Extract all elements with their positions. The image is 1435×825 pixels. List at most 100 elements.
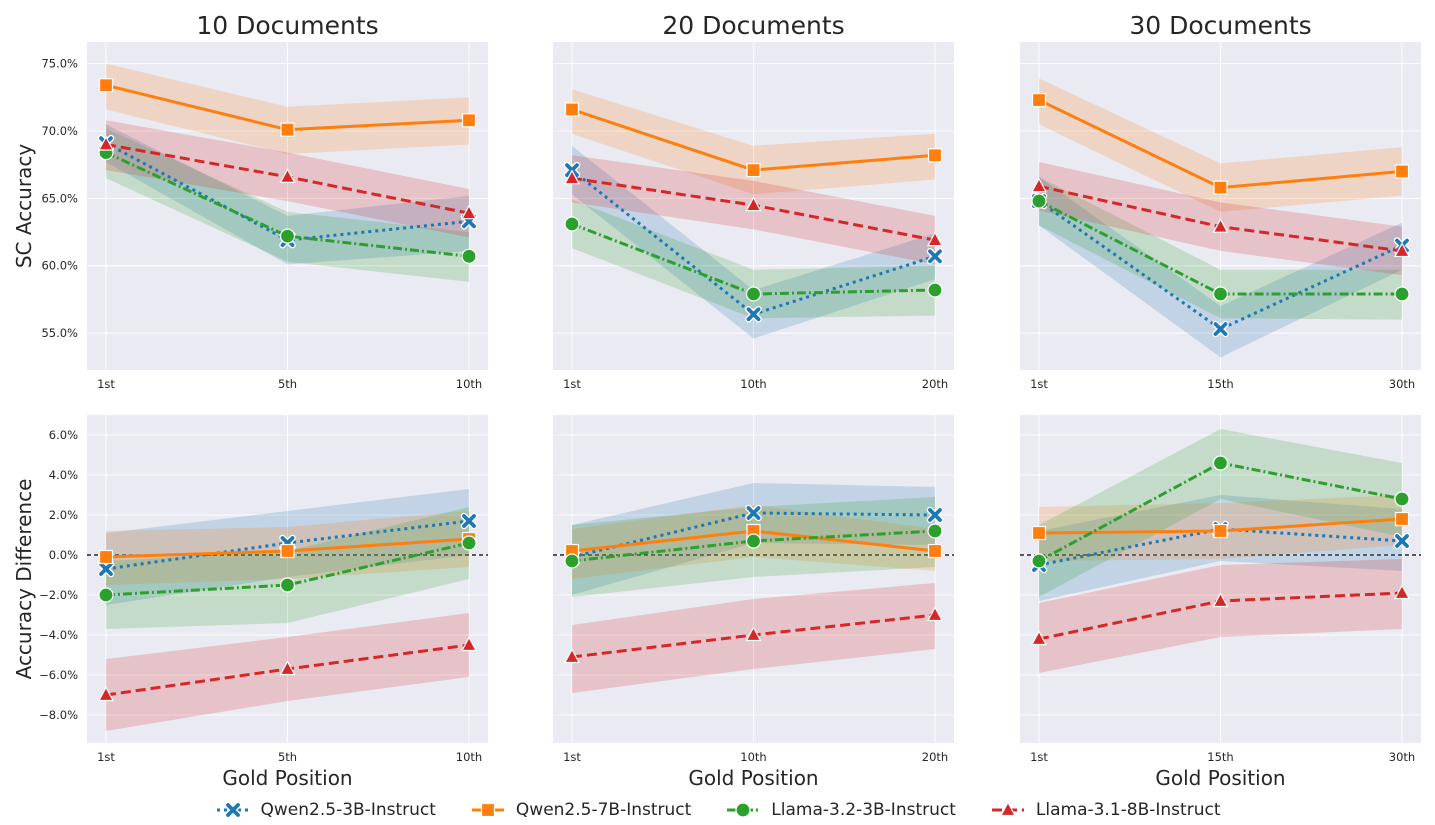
data-point-qwen2-5-7b bbox=[1213, 523, 1228, 539]
legend-item-llama-3-2-3b: Llama-3.2-3B-Instruct bbox=[725, 800, 956, 820]
legend-swatch-qwen2-5-3b bbox=[216, 801, 249, 819]
data-point-llama-3-1-8b bbox=[563, 648, 581, 664]
confidence-band-llama-3-2-3b bbox=[106, 128, 469, 282]
y-tick-label: 60.0% bbox=[41, 259, 78, 273]
data-point-llama-3-1-8b bbox=[926, 606, 944, 622]
y-tick-label: 4.0% bbox=[49, 468, 78, 482]
data-point-qwen2-5-3b bbox=[97, 560, 115, 578]
data-point-qwen2-5-7b bbox=[1031, 92, 1047, 108]
data-point-llama-3-1-8b bbox=[97, 135, 115, 151]
data-point-llama-3-1-8b bbox=[1030, 630, 1048, 646]
data-point-llama-3-2-3b bbox=[927, 282, 943, 298]
data-point-llama-3-2-3b bbox=[564, 216, 580, 232]
data-point-llama-3-2-3b bbox=[1212, 286, 1229, 302]
x-tick-label: 10th bbox=[740, 750, 766, 764]
y-tick-label: −6.0% bbox=[39, 668, 78, 682]
data-point-llama-3-2-3b bbox=[461, 248, 477, 264]
y-tick-label: 0.0% bbox=[49, 548, 78, 562]
panel-1-2-title: 20 Documents bbox=[662, 11, 844, 40]
data-point-qwen2-5-7b bbox=[1394, 511, 1410, 527]
data-point-llama-3-1-8b bbox=[460, 636, 478, 652]
data-point-qwen2-5-7b bbox=[564, 102, 580, 117]
panel-2-2-x-axis-label: Gold Position bbox=[688, 766, 818, 790]
y-tick-label: −8.0% bbox=[39, 708, 78, 722]
data-point-llama-3-1-8b bbox=[926, 231, 944, 247]
confidence-band-llama-3-2-3b bbox=[1039, 429, 1402, 597]
data-point-qwen2-5-7b bbox=[927, 543, 943, 559]
y-tick-label: 65.0% bbox=[41, 191, 78, 205]
x-tick-label: 1st bbox=[1030, 750, 1048, 764]
data-point-llama-3-1-8b bbox=[97, 686, 115, 702]
confidence-band-llama-3-2-3b bbox=[572, 199, 935, 319]
panel-2-2: 1st 10th 20th Gold Position bbox=[553, 415, 954, 790]
x-tick-label: 1st bbox=[563, 377, 581, 391]
x-tick-label: 5th bbox=[278, 377, 297, 391]
legend-swatch-llama-3-1-8b bbox=[991, 801, 1024, 817]
data-point-llama-3-1-8b bbox=[279, 660, 296, 676]
data-point-qwen2-5-3b bbox=[1393, 532, 1411, 550]
panel-1-1-title: 10 Documents bbox=[196, 11, 378, 40]
confidence-band-qwen2-5-7b bbox=[106, 63, 469, 154]
panel-1-3: 1st 15th 30th 30 Documents bbox=[1020, 11, 1421, 391]
data-point-llama-3-2-3b bbox=[745, 533, 762, 549]
panel-2-1-y-axis-label: Accuracy Difference bbox=[12, 479, 36, 680]
x-tick-label: 10th bbox=[740, 377, 766, 391]
data-point-qwen2-5-3b bbox=[745, 504, 762, 522]
data-point-llama-3-1-8b bbox=[1212, 217, 1229, 233]
x-tick-label: 20th bbox=[922, 377, 948, 391]
data-point-qwen2-5-7b bbox=[1031, 525, 1047, 541]
data-point-qwen2-5-7b bbox=[1213, 180, 1228, 195]
confidence-band-qwen2-5-3b bbox=[1039, 176, 1402, 358]
x-tick-label: 30th bbox=[1389, 377, 1415, 391]
data-point-qwen2-5-7b bbox=[927, 148, 943, 163]
data-point-qwen2-5-7b bbox=[98, 78, 114, 93]
confidence-band-llama-3-1-8b bbox=[1039, 559, 1402, 673]
x-tick-label: 15th bbox=[1207, 750, 1233, 764]
panel-1-1-y-axis-label: SC Accuracy bbox=[12, 144, 36, 268]
legend-marker-llama-3-1-8b bbox=[999, 801, 1016, 817]
data-point-llama-3-2-3b bbox=[927, 523, 943, 539]
data-point-llama-3-1-8b bbox=[745, 196, 762, 212]
legend-label-qwen2-5-3b: Qwen2.5-3B-Instruct bbox=[260, 800, 436, 820]
panel-2-1-x-axis-label: Gold Position bbox=[222, 766, 352, 790]
data-point-llama-3-1-8b bbox=[1393, 242, 1411, 258]
confidence-band-qwen2-5-3b bbox=[572, 145, 935, 339]
x-tick-label: 10th bbox=[456, 377, 482, 391]
x-tick-label: 20th bbox=[922, 750, 948, 764]
data-point-llama-3-2-3b bbox=[98, 587, 114, 603]
confidence-band-qwen2-5-7b bbox=[572, 89, 935, 195]
legend-label-qwen2-5-7b: Qwen2.5-7B-Instruct bbox=[515, 800, 692, 820]
data-point-llama-3-2-3b bbox=[1394, 491, 1410, 507]
legend-item-qwen2-5-3b: Qwen2.5-3B-Instruct bbox=[215, 800, 436, 820]
data-point-llama-3-2-3b bbox=[564, 553, 580, 569]
legend-marker-qwen2-5-7b bbox=[480, 802, 496, 818]
data-point-qwen2-5-7b bbox=[280, 543, 295, 559]
legend-label-llama-3-1-8b: Llama-3.1-8B-Instruct bbox=[1035, 800, 1221, 820]
data-point-llama-3-1-8b bbox=[1212, 592, 1229, 608]
panel-1-1: 55.0% 60.0% 65.0% 70.0% 75.0% 1st 5th 10th 10 Do… bbox=[12, 11, 488, 391]
data-point-qwen2-5-7b bbox=[461, 113, 477, 128]
legend-label-llama-3-2-3b: Llama-3.2-3B-Instruct bbox=[771, 800, 956, 820]
legend: Qwen2.5-3B-Instruct Qwen2.5-7B-Instruct … bbox=[0, 796, 1435, 824]
x-tick-label: 1st bbox=[97, 377, 115, 391]
data-point-llama-3-2-3b bbox=[1031, 553, 1047, 569]
data-point-qwen2-5-3b bbox=[926, 248, 944, 265]
panel-2-3: 1st 15th 30th Gold Position bbox=[1020, 415, 1421, 790]
data-point-qwen2-5-7b bbox=[746, 163, 761, 178]
y-tick-label: 75.0% bbox=[41, 57, 78, 71]
data-point-qwen2-5-7b bbox=[98, 549, 114, 565]
data-point-llama-3-2-3b bbox=[279, 577, 296, 593]
data-point-llama-3-1-8b bbox=[279, 168, 296, 183]
x-tick-label: 10th bbox=[456, 750, 482, 764]
data-point-llama-3-2-3b bbox=[461, 535, 477, 551]
panel-2-3-x-axis-label: Gold Position bbox=[1155, 766, 1285, 790]
data-point-llama-3-2-3b bbox=[1031, 193, 1047, 209]
confidence-band-llama-3-2-3b bbox=[1039, 176, 1402, 320]
y-tick-label: −2.0% bbox=[39, 588, 78, 602]
confidence-band-llama-3-2-3b bbox=[106, 507, 469, 629]
data-point-qwen2-5-7b bbox=[1394, 164, 1410, 179]
x-tick-label: 1st bbox=[97, 750, 115, 764]
panel-1-2: 1st 10th 20th 20 Documents bbox=[553, 11, 954, 391]
confidence-band-qwen2-5-3b bbox=[106, 124, 469, 265]
data-point-llama-3-1-8b bbox=[563, 169, 581, 185]
